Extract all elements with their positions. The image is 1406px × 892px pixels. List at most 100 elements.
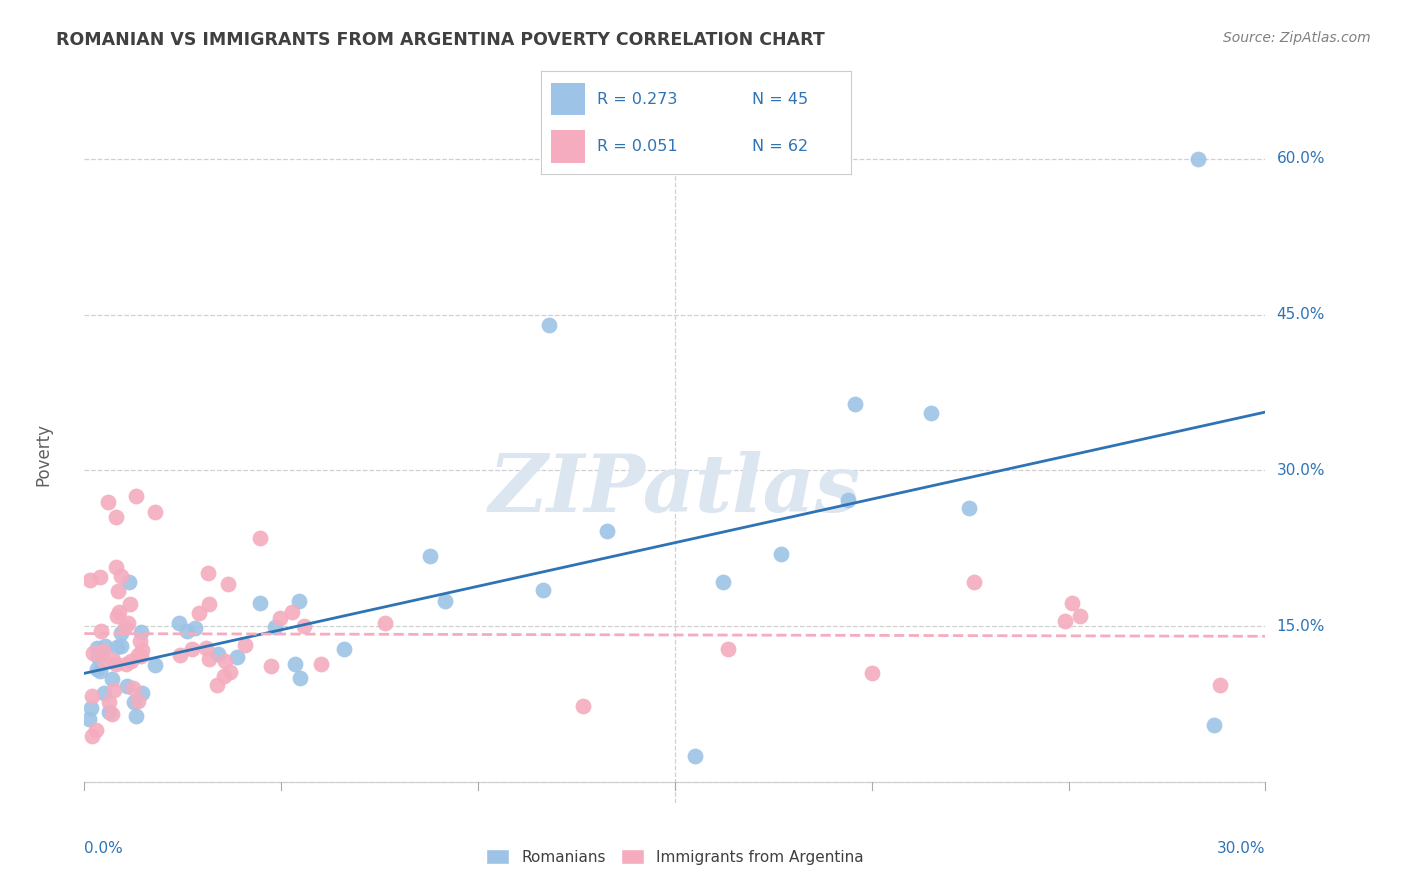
Point <box>110 569 132 583</box>
Point <box>114 657 136 672</box>
Point <box>205 678 228 692</box>
Text: Poverty: Poverty <box>34 424 52 486</box>
Point <box>920 406 942 420</box>
Point <box>226 650 249 665</box>
Point <box>103 682 125 697</box>
Point <box>89 664 111 678</box>
Point <box>79 573 101 587</box>
Point <box>87 650 110 665</box>
Point <box>711 575 734 590</box>
Point <box>131 643 153 657</box>
Point <box>194 640 217 655</box>
Text: R = 0.273: R = 0.273 <box>598 92 678 106</box>
Point <box>89 570 111 584</box>
Point <box>84 723 107 737</box>
Point <box>683 749 706 764</box>
Point <box>198 652 221 666</box>
Point <box>292 618 315 632</box>
Point <box>129 624 152 639</box>
Point <box>198 597 221 611</box>
Point <box>963 575 986 590</box>
Point <box>107 605 129 619</box>
Point <box>434 593 457 607</box>
Point <box>143 505 166 519</box>
Text: 30.0%: 30.0% <box>1277 463 1324 478</box>
Point <box>105 608 128 623</box>
Point <box>1062 596 1084 610</box>
Point <box>264 620 287 634</box>
Point <box>120 654 142 668</box>
Point <box>93 654 115 668</box>
Point <box>1069 608 1091 623</box>
Point <box>716 642 738 657</box>
Point <box>128 634 150 648</box>
Point <box>127 648 149 662</box>
Point <box>107 583 129 598</box>
Point <box>104 657 127 671</box>
Point <box>572 698 595 713</box>
Point <box>167 616 190 631</box>
Point <box>101 672 124 686</box>
Text: 15.0%: 15.0% <box>1277 619 1324 633</box>
Point <box>197 566 219 581</box>
Point <box>124 490 146 504</box>
Point <box>1204 718 1226 732</box>
Point <box>117 679 139 693</box>
Text: ROMANIAN VS IMMIGRANTS FROM ARGENTINA POVERTY CORRELATION CHART: ROMANIAN VS IMMIGRANTS FROM ARGENTINA PO… <box>56 31 825 49</box>
Point <box>957 501 980 516</box>
Point <box>110 626 132 640</box>
Point <box>373 616 395 631</box>
Point <box>127 694 149 708</box>
Point <box>80 701 103 715</box>
Point <box>104 510 127 524</box>
Point <box>284 657 307 672</box>
Point <box>122 696 145 710</box>
Point <box>90 624 112 639</box>
Point <box>537 318 560 332</box>
Point <box>169 648 191 662</box>
Point <box>1187 152 1209 166</box>
Legend: Romanians, Immigrants from Argentina: Romanians, Immigrants from Argentina <box>486 849 863 864</box>
Text: N = 62: N = 62 <box>752 139 808 153</box>
Text: 30.0%: 30.0% <box>1218 841 1265 856</box>
Point <box>249 532 271 546</box>
Text: ZIPatlas: ZIPatlas <box>489 451 860 528</box>
Point <box>309 657 332 672</box>
Point <box>1053 614 1076 628</box>
Point <box>79 712 101 726</box>
Point <box>770 547 793 561</box>
Point <box>101 706 124 721</box>
Point <box>207 648 229 662</box>
Point <box>91 644 114 658</box>
Point <box>114 620 136 634</box>
Point <box>97 494 120 508</box>
FancyBboxPatch shape <box>551 83 585 115</box>
Point <box>129 648 152 663</box>
Point <box>333 642 356 657</box>
Point <box>86 662 108 676</box>
Point <box>860 665 883 680</box>
Point <box>143 657 166 672</box>
Point <box>288 593 311 607</box>
Point <box>131 686 153 700</box>
Point <box>260 658 283 673</box>
Point <box>183 621 205 635</box>
Point <box>233 638 256 652</box>
Point <box>82 646 104 660</box>
Point <box>125 709 148 723</box>
Text: Source: ZipAtlas.com: Source: ZipAtlas.com <box>1223 31 1371 45</box>
Point <box>97 705 120 719</box>
Point <box>86 640 108 655</box>
Point <box>1209 678 1232 692</box>
Point <box>117 574 139 589</box>
Point <box>419 549 441 563</box>
Point <box>249 596 271 610</box>
Point <box>105 640 128 655</box>
Point <box>118 598 141 612</box>
Point <box>837 492 859 507</box>
Text: 60.0%: 60.0% <box>1277 152 1324 167</box>
Point <box>176 624 198 638</box>
Point <box>188 607 211 621</box>
Point <box>217 577 239 591</box>
Point <box>181 641 204 656</box>
